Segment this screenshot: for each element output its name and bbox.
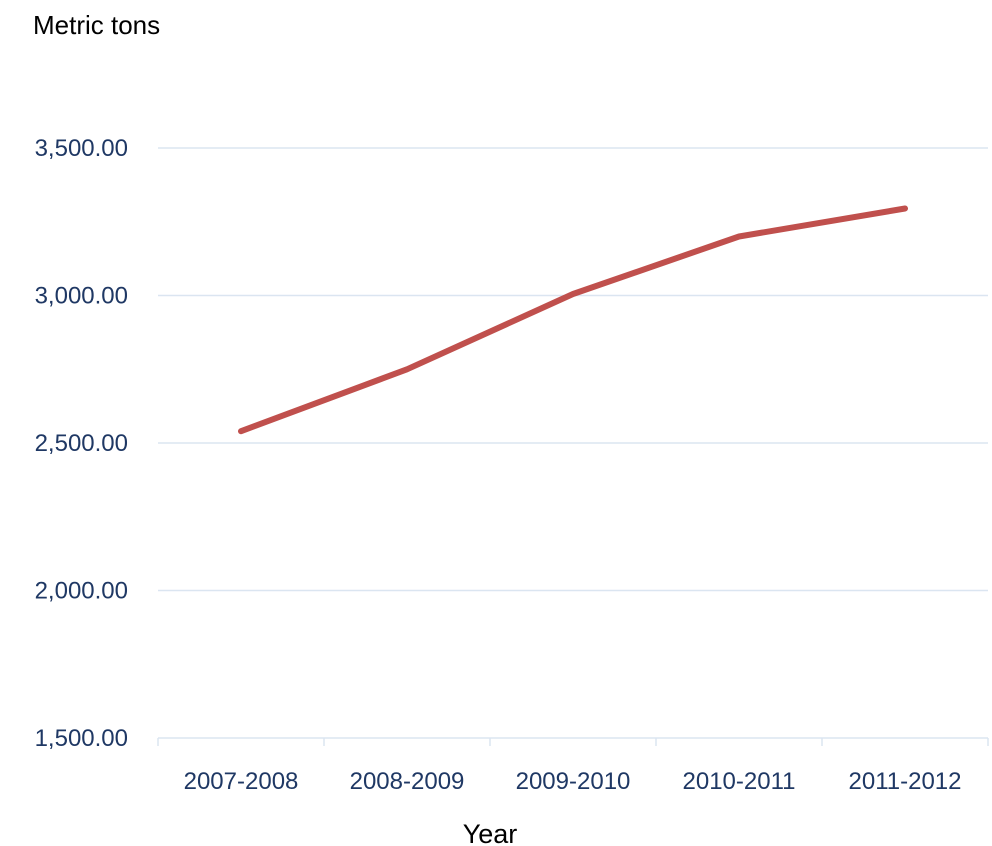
y-tick-label: 1,500.00 [35, 725, 128, 752]
x-axis-label: Year [463, 819, 518, 846]
y-tick-label: 2,000.00 [35, 578, 128, 605]
y-axis-label: Metric tons [33, 10, 160, 40]
x-tick-label: 2009-2010 [516, 768, 631, 795]
x-axis [157, 737, 989, 746]
y-tick-label: 3,500.00 [35, 135, 128, 162]
y-tick-label: 3,000.00 [35, 283, 128, 310]
x-tick-label: 2008-2009 [350, 768, 465, 795]
series-line [238, 205, 908, 435]
y-tick-label: 2,500.00 [35, 430, 128, 457]
x-tick-labels: 2007-2008 2008-2009 2009-2010 2010-2011 2011… [184, 768, 962, 795]
series-layer [238, 205, 908, 435]
y-tick-labels: 1,500.00 2,000.00 2,500.00 3,000.00 3,500.00 [35, 135, 128, 752]
x-tick-label: 2010-2011 [683, 768, 796, 795]
x-tick-label: 2011-2012 [849, 768, 962, 795]
x-tick-label: 2007-2008 [184, 768, 299, 795]
